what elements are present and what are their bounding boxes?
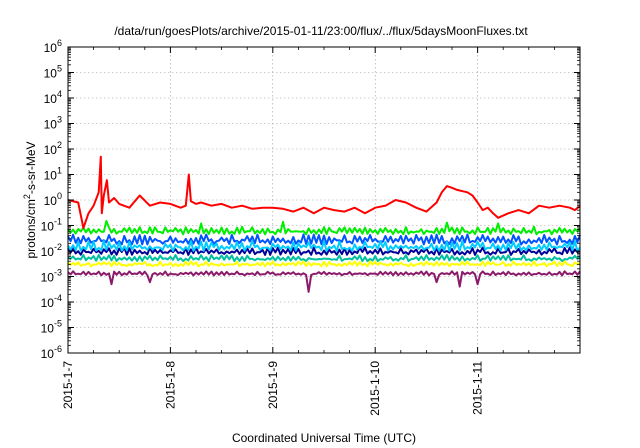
series-line [67,260,581,268]
y-tick-label: 10-4 [41,293,62,310]
y-tick-label: 10-3 [41,268,62,285]
series-line [67,270,581,293]
x-tick-label: 2015-1-8 [163,361,177,409]
y-tick-label: 10-1 [41,217,62,234]
series-line [67,155,581,229]
chart-title: /data/run/goesPlots/archive/2015-01-11/2… [114,24,528,38]
x-axis-label: Coordinated Universal Time (UTC) [232,431,416,445]
y-tick-label: 105 [44,64,62,81]
x-tick-label: 2015-1-7 [61,361,75,409]
x-tick-label: 2015-1-9 [266,361,280,409]
y-tick-label: 102 [44,140,62,157]
series-layer [67,155,581,293]
y-tick-label: 101 [44,166,62,183]
series-line [67,240,581,252]
y-tick-label: 100 [44,191,62,208]
y-tick-label: 10-2 [41,242,62,259]
series-line [67,254,581,263]
y-axis-label: protons/cm2-s-sr-MeV [22,141,38,258]
y-tick-label: 10-6 [41,344,62,361]
series-line [67,246,581,256]
y-tick-label: 106 [44,38,62,55]
series-line [67,233,581,246]
x-tick-label: 2015-1-10 [368,361,382,416]
x-tick-label: 2015-1-11 [471,361,485,415]
plot-frame [67,46,581,354]
y-tick-label: 10-5 [41,319,62,336]
series-line [67,220,581,236]
y-tick-label: 104 [44,89,62,106]
y-tick-label: 103 [44,115,62,132]
